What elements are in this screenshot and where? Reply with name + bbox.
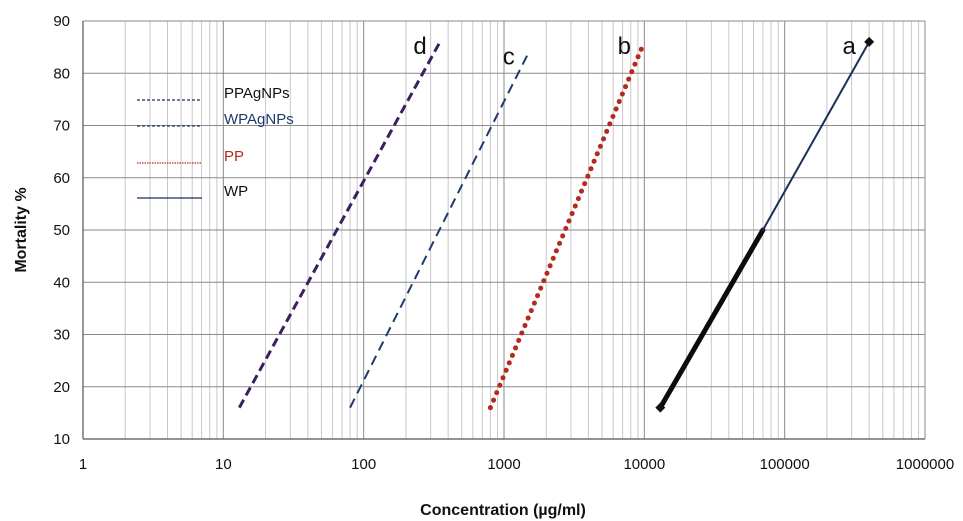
tick-labels: 1 10 100 1000 10000 100000 1000000 10 20 30 40 50 60… — [53, 13, 954, 473]
curve-label-a: a — [842, 33, 856, 60]
y-tick-label: 20 — [53, 379, 70, 396]
x-tick-label: 1000 — [487, 456, 520, 473]
x-tick-label: 100000 — [760, 456, 810, 473]
curve-label-b: b — [618, 33, 631, 60]
x-tick-label: 1000000 — [896, 456, 954, 473]
y-axis-title: Mortality % — [13, 187, 30, 272]
series-line-wp-segment — [657, 227, 766, 411]
series-point-wp — [864, 36, 875, 47]
legend: PPAgNPs WPAgNPs PP WP — [137, 85, 294, 200]
x-tick-label: 10000 — [623, 456, 665, 473]
plot-frame — [82, 21, 925, 440]
series-layer — [238, 36, 875, 413]
legend-label-wpagnps: WPAgNPs — [224, 111, 294, 128]
y-tick-label: 50 — [53, 222, 70, 239]
curve-label-d: d — [413, 33, 426, 60]
y-tick-label: 90 — [53, 13, 70, 30]
y-tick-label: 40 — [53, 274, 70, 291]
series-point-wp — [655, 402, 666, 413]
y-tick-label: 60 — [53, 170, 70, 187]
legend-label-pp: PP — [224, 148, 244, 165]
series-line-wp-segment — [761, 40, 871, 231]
y-tick-label: 10 — [53, 431, 70, 448]
y-tick-label: 30 — [53, 327, 70, 344]
x-tick-label: 100 — [351, 456, 376, 473]
curve-label-c: c — [503, 43, 515, 70]
y-tick-label: 70 — [53, 118, 70, 135]
legend-label-ppagnps: PPAgNPs — [224, 85, 290, 102]
y-tick-label: 80 — [53, 65, 70, 82]
x-axis-title: Concentration (µg/ml) — [420, 502, 586, 519]
grid — [82, 20, 926, 440]
x-tick-label: 10 — [215, 456, 232, 473]
x-tick-label: 1 — [79, 456, 87, 473]
series-line-pp — [487, 39, 647, 411]
series-line-wpagnps — [349, 51, 530, 409]
legend-label-wp: WP — [224, 183, 248, 200]
